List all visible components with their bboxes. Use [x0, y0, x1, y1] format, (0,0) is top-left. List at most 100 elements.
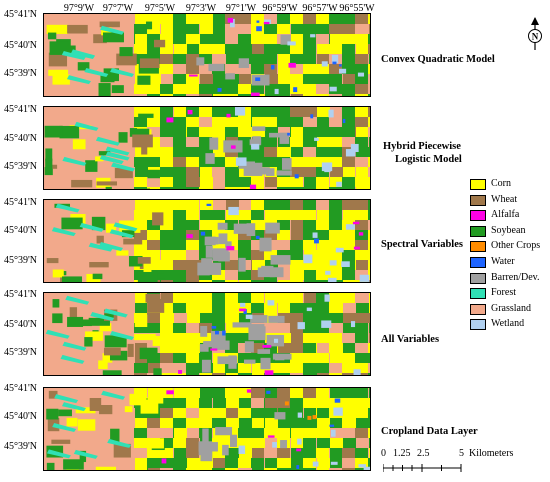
land-patch [101, 390, 126, 400]
land-parcel [187, 177, 200, 187]
land-parcel [92, 273, 103, 280]
latitude-label: 45°41'N [4, 197, 38, 208]
land-parcel [233, 223, 253, 234]
land-parcel [206, 203, 212, 206]
panel-label-spectral-variables: Spectral Variables [381, 239, 463, 250]
land-parcel [238, 458, 251, 468]
land-parcel [251, 220, 264, 230]
land-parcel [212, 270, 225, 280]
land-parcel [277, 220, 290, 230]
land-parcel [148, 177, 161, 187]
land-parcel [265, 84, 278, 94]
land-parcel [146, 438, 164, 449]
land-parcel [173, 260, 186, 270]
land-parcel [316, 280, 329, 282]
land-parcel [124, 406, 133, 413]
land-parcel [238, 187, 251, 189]
land-parcel [134, 314, 148, 327]
land-patch [61, 51, 86, 61]
land-parcel [316, 448, 329, 458]
land-parcel [368, 64, 370, 74]
land-parcel [153, 39, 166, 48]
land-parcel [264, 280, 277, 282]
land-parcel [166, 117, 174, 123]
land-cover-map [44, 388, 370, 470]
land-parcel [134, 128, 150, 137]
land-parcel [226, 246, 235, 251]
north-label: N [532, 32, 539, 42]
land-parcel [116, 250, 129, 256]
land-parcel [358, 464, 366, 468]
land-parcel [160, 343, 173, 353]
land-parcel [277, 210, 290, 220]
land-parcel [310, 114, 314, 119]
land-parcel [329, 333, 342, 343]
land-parcel [251, 458, 264, 468]
land-parcel [355, 14, 368, 24]
land-cover-map [44, 200, 370, 282]
land-parcel [239, 308, 246, 312]
land-parcel [290, 270, 303, 280]
land-parcel [290, 343, 303, 353]
land-parcel [217, 222, 228, 230]
land-patch [90, 311, 115, 321]
land-parcel [264, 64, 277, 74]
land-parcel [238, 34, 251, 44]
land-parcel [303, 458, 316, 470]
land-parcel [45, 148, 53, 162]
land-parcel [200, 231, 206, 236]
land-parcel [342, 230, 355, 240]
land-parcel [173, 200, 186, 210]
land-parcel [102, 32, 124, 43]
land-parcel [303, 468, 316, 470]
land-parcel [134, 107, 147, 117]
land-parcel [264, 54, 277, 64]
land-parcel [225, 468, 238, 470]
land-parcel [333, 407, 343, 416]
land-parcel [330, 363, 343, 373]
land-parcel [186, 373, 199, 375]
land-parcel [368, 373, 370, 375]
land-parcel [109, 350, 128, 361]
land-parcel [199, 117, 212, 127]
land-parcel [205, 153, 215, 164]
land-parcel [160, 187, 173, 189]
land-parcel [316, 303, 329, 313]
land-parcel [265, 418, 278, 428]
latitude-label: 45°41'N [4, 383, 38, 394]
latitude-label: 45°41'N [4, 289, 38, 300]
land-parcel [139, 347, 158, 360]
land-parcel [368, 44, 370, 54]
land-parcel [277, 44, 290, 54]
land-parcel [173, 468, 186, 470]
land-parcel [173, 54, 186, 64]
land-patch [54, 394, 79, 404]
land-parcel [290, 44, 303, 54]
land-parcel [324, 164, 331, 173]
land-parcel [215, 330, 219, 335]
legend-label: Corn [491, 178, 511, 189]
latitude-label: 45°39'N [4, 347, 38, 358]
land-parcel [278, 84, 291, 94]
land-parcel [264, 24, 277, 34]
land-parcel [265, 293, 278, 303]
land-parcel [85, 160, 98, 172]
land-parcel [330, 388, 343, 398]
land-parcel [140, 188, 150, 189]
land-cover-map [44, 293, 370, 375]
land-parcel [355, 220, 368, 230]
land-parcel [173, 240, 186, 250]
land-parcel [226, 373, 239, 375]
land-parcel [356, 167, 369, 177]
land-parcel [225, 187, 238, 189]
legend-label: Alfalfa [491, 209, 520, 221]
land-parcel [329, 313, 355, 323]
land-parcel [266, 390, 271, 394]
land-parcel [314, 137, 319, 141]
land-parcel [140, 399, 159, 414]
land-parcel [213, 363, 226, 375]
land-parcel [187, 127, 200, 137]
land-parcel [238, 373, 264, 375]
land-parcel [355, 313, 368, 323]
land-parcel [186, 14, 199, 24]
